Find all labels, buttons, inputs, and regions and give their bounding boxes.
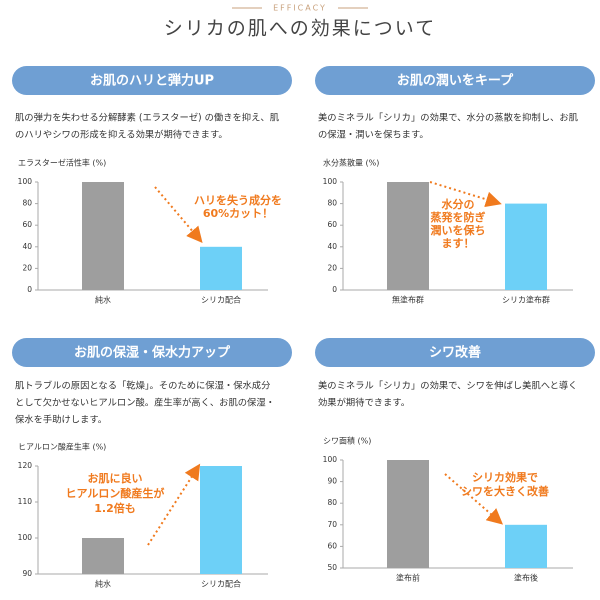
y-tick-label: 60 (22, 220, 32, 229)
y-tick-label: 80 (327, 498, 337, 507)
y-tick-label: 70 (327, 520, 337, 529)
bar (387, 460, 429, 568)
annotation: 蒸発を防ぎ (431, 210, 486, 224)
section-text: 美のミネラル「シリカ」の効果で、水分の蒸散を抑制し、お肌 (318, 112, 578, 124)
annotation-arrow (429, 181, 502, 208)
section-text: 肌トラブルの原因となる「乾燥」。そのために保湿・保水成分 (15, 380, 270, 392)
annotation: ヒアルロン酸産生が (66, 486, 165, 500)
header-title: シリカの肌への効果について (164, 18, 436, 40)
y-tick-label: 80 (22, 199, 32, 208)
section-heading-pill (315, 338, 595, 367)
section-heading-pill (12, 66, 292, 95)
bar (200, 466, 242, 574)
annotation: 水分の (442, 197, 475, 211)
y-tick-label: 100 (323, 455, 338, 464)
annotation-arrow (147, 463, 201, 546)
chart-title: ヒアルロン酸産生率 (%) (18, 442, 106, 452)
section-text: 保水を手助けします。 (15, 414, 107, 426)
section-text: 肌の弾力を失わせる分解酵素 (エラスターゼ) の働きを抑え、肌 (15, 112, 279, 124)
y-tick-label: 20 (327, 263, 337, 272)
y-tick-label: 40 (22, 242, 32, 251)
annotation: 1.2倍も (94, 501, 136, 515)
x-tick-label: シリカ配合 (201, 579, 241, 589)
y-tick-label: 90 (22, 569, 32, 578)
annotation-arrow (154, 186, 203, 244)
y-tick-label: 100 (323, 177, 338, 186)
x-tick-label: 純水 (95, 295, 111, 305)
section-heading: シワ改善 (429, 345, 481, 361)
annotation: 潤いを保ち (431, 223, 486, 237)
annotation: お肌に良い (88, 471, 143, 485)
section-heading: お肌の潤いをキープ (397, 74, 514, 89)
y-tick-label: 110 (18, 497, 33, 506)
x-tick-label: シリカ塗布群 (502, 295, 550, 305)
x-tick-label: 塗布後 (514, 573, 538, 583)
y-tick-label: 100 (18, 533, 33, 542)
x-tick-label: シリカ配合 (201, 295, 241, 305)
chart-title: エラスターゼ活性率 (%) (18, 158, 106, 168)
bar (200, 246, 242, 290)
annotation: シワを大きく改善 (461, 484, 549, 498)
y-tick-label: 20 (22, 263, 32, 272)
section-text: 美のミネラル「シリカ」の効果で、シワを伸ばし美肌へと導く (318, 380, 577, 392)
bar (505, 203, 547, 290)
header-label: EFFICACY (273, 4, 327, 13)
x-tick-label: 無塗布群 (392, 295, 424, 305)
section-heading: お肌の保湿・保水力アップ (74, 345, 231, 361)
chart-title: シワ面積 (%) (323, 436, 371, 446)
section-text: のハリやシワの形成を抑える効果が期待できます。 (15, 129, 228, 141)
section-text: の保湿・潤いを保ちます。 (318, 129, 429, 141)
bar (82, 182, 124, 290)
y-tick-label: 60 (327, 220, 337, 229)
section-heading-pill (315, 66, 595, 95)
section-heading: お肌のハリと弾力UP (90, 73, 214, 89)
annotation: ます！ (442, 237, 475, 250)
annotation: シリカ効果で (472, 470, 538, 484)
annotation-arrow (444, 473, 504, 525)
annotation: ハリを失う成分を (194, 193, 282, 207)
y-tick-label: 0 (27, 285, 32, 294)
y-tick-label: 0 (332, 285, 337, 294)
y-tick-label: 100 (18, 177, 33, 186)
y-tick-label: 80 (327, 199, 337, 208)
y-tick-label: 90 (327, 477, 337, 486)
y-tick-label: 40 (327, 242, 337, 251)
y-tick-label: 120 (18, 461, 33, 470)
section-text: 効果が期待できます。 (318, 397, 410, 409)
bar (82, 538, 124, 574)
y-tick-label: 60 (327, 541, 337, 550)
chart-title: 水分蒸散量 (%) (323, 158, 379, 168)
x-tick-label: 塗布前 (396, 573, 420, 583)
bar (505, 524, 547, 568)
x-tick-label: 純水 (95, 579, 111, 589)
y-tick-label: 50 (327, 563, 337, 572)
section-text: として欠かせないヒアルロン酸。産生率が高く、お肌の保湿・ (15, 397, 275, 409)
section-heading-pill (12, 338, 292, 367)
bar (387, 182, 429, 290)
annotation: 60%カット！ (203, 207, 273, 220)
